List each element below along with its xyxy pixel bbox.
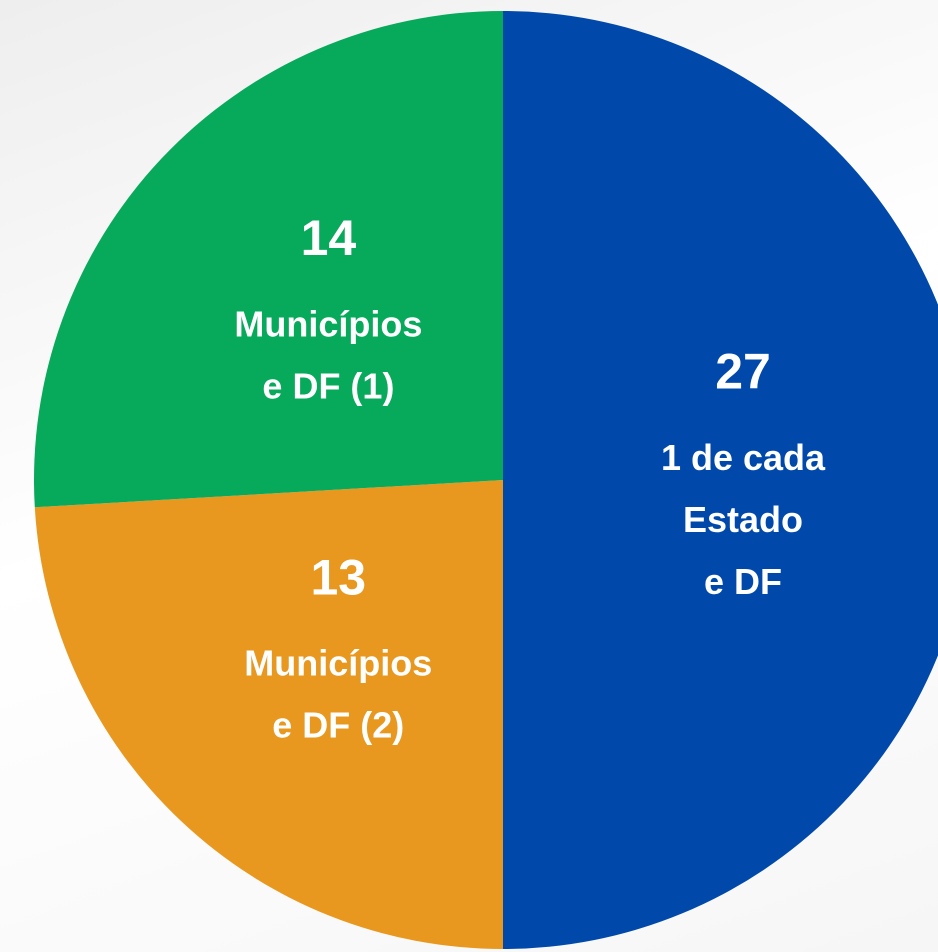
- slice-label: e DF (2): [272, 705, 404, 746]
- slice-label: Municípios: [234, 303, 422, 344]
- pie-slice: [34, 480, 504, 949]
- pie-slice: [34, 11, 503, 508]
- slice-value: 14: [301, 210, 357, 266]
- pie-slice: [503, 11, 938, 949]
- slice-label: e DF (1): [262, 365, 394, 406]
- slice-value: 13: [310, 549, 366, 605]
- slice-label: Municípios: [244, 643, 432, 684]
- slice-label: 1 de cada: [661, 437, 826, 478]
- slice-label: Estado: [683, 499, 803, 540]
- slice-value: 27: [715, 344, 771, 400]
- slice-label: e DF: [704, 561, 782, 602]
